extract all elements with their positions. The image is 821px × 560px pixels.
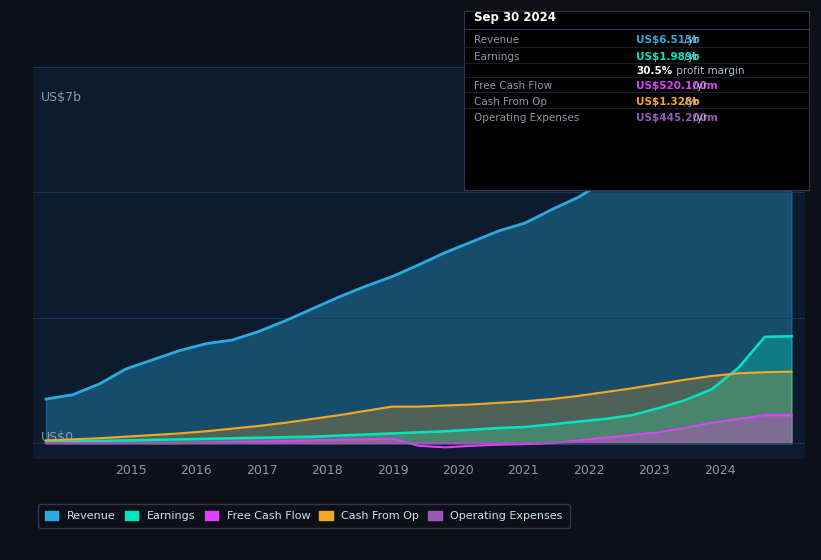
Text: /yr: /yr [690,81,708,91]
Text: profit margin: profit margin [673,67,745,76]
Text: Sep 30 2024: Sep 30 2024 [474,11,556,24]
Text: Earnings: Earnings [474,52,519,62]
Text: US$0: US$0 [40,431,74,444]
Legend: Revenue, Earnings, Free Cash Flow, Cash From Op, Operating Expenses: Revenue, Earnings, Free Cash Flow, Cash … [39,505,570,528]
Text: US$6.513b: US$6.513b [636,35,700,45]
Text: Free Cash Flow: Free Cash Flow [474,81,552,91]
Text: US$520.100m: US$520.100m [636,81,718,91]
Text: US$445.200m: US$445.200m [636,113,718,123]
Text: /yr: /yr [681,35,698,45]
Text: US$7b: US$7b [40,91,81,104]
Text: 30.5%: 30.5% [636,67,672,76]
Text: Revenue: Revenue [474,35,519,45]
Text: /yr: /yr [681,52,698,62]
Text: /yr: /yr [681,97,698,107]
Text: US$1.989b: US$1.989b [636,52,699,62]
Text: Cash From Op: Cash From Op [474,97,547,107]
Text: US$1.328b: US$1.328b [636,97,700,107]
Text: Operating Expenses: Operating Expenses [474,113,579,123]
Text: /yr: /yr [690,113,708,123]
